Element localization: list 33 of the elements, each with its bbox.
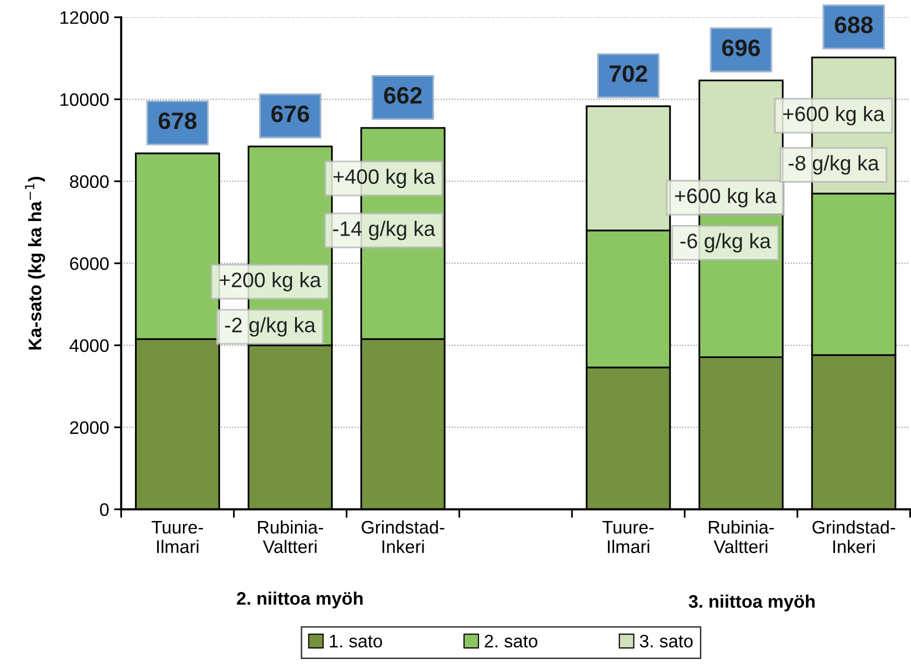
annotation: 676	[271, 105, 310, 122]
x-tick-label: Rubinia- Valtteri	[258, 520, 324, 554]
annotation: -6 g/kg ka	[680, 233, 771, 252]
annotation: 702	[610, 65, 648, 82]
y-tick-label: 6000	[70, 257, 109, 270]
annotation: 678	[158, 112, 196, 130]
x-tick-label: Tuure- Ilmari	[152, 521, 203, 554]
x-tick-label: Grindstad- Inkeri	[362, 520, 444, 554]
annotation: +600 kg ka	[783, 106, 885, 126]
y-tick-label: 2000	[70, 421, 109, 434]
annotation: -2 g/kg ka	[225, 317, 316, 337]
annotation: +400 kg ka	[334, 168, 436, 188]
text: 3. niittoa myöh	[688, 594, 815, 612]
y-tick-label: 0	[100, 503, 109, 516]
legend-label: 1. sato	[330, 634, 382, 648]
annotation: +600 kg ka	[675, 188, 777, 208]
x-tick-label: Tuure- Ilmari	[602, 521, 654, 554]
y-tick-label: 10000	[60, 93, 109, 106]
y-axis-title: Ka-sato (kg ka ha$^{−1}$)	[25, 176, 45, 350]
annotation: 662	[384, 87, 422, 104]
y-tick-label: 12000	[60, 11, 109, 24]
x-tick-label: Grindstad- Inkeri	[812, 520, 896, 554]
annotation: 696	[722, 39, 760, 56]
annotation: -8 g/kg ka	[788, 155, 880, 175]
text: 2. niittoa myöh	[236, 592, 363, 608]
annotation: 688	[834, 16, 873, 34]
x-tick-label: Rubinia- Valtteri	[708, 520, 774, 554]
y-tick-label: 8000	[70, 175, 109, 188]
annotation: +200 kg ka	[220, 272, 322, 292]
y-tick-label: 4000	[70, 339, 109, 352]
legend-label: 3. sato	[640, 634, 693, 648]
annotation: -14 g/kg ka	[333, 220, 436, 240]
legend-label: 2. sato	[484, 634, 538, 648]
